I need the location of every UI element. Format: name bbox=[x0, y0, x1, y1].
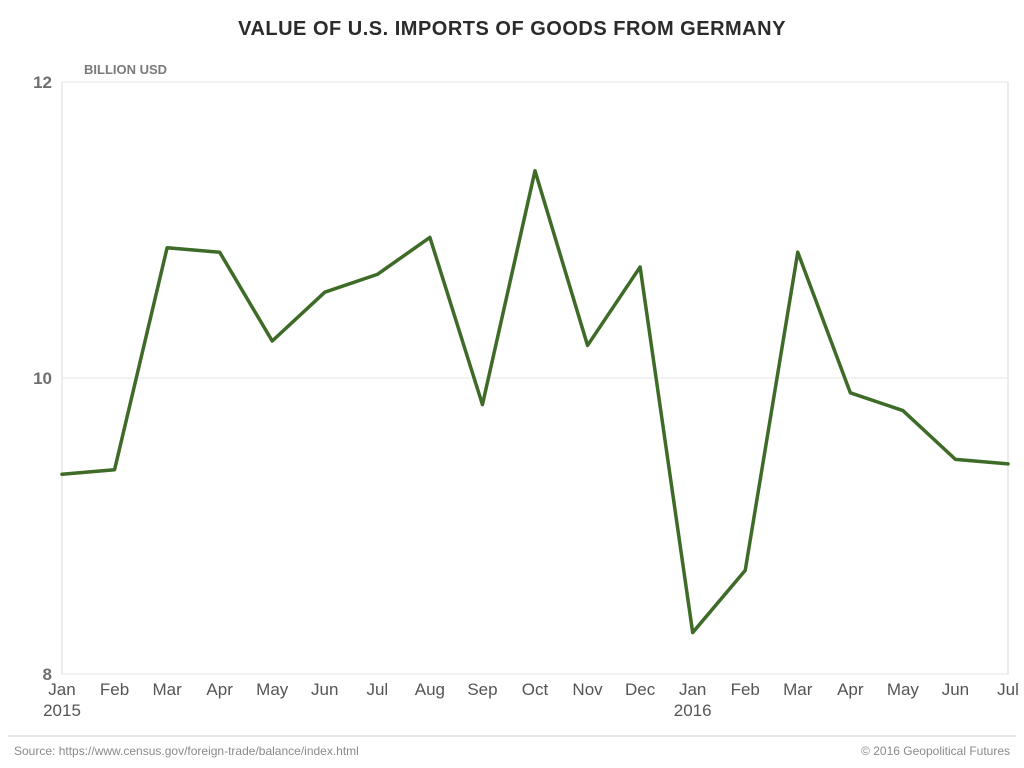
x-axis-tick-label: Sep bbox=[467, 680, 497, 700]
x-axis-tick-label: Mar bbox=[783, 680, 812, 700]
source-text: Source: https://www.census.gov/foreign-t… bbox=[14, 744, 359, 758]
line-chart-svg bbox=[0, 0, 1024, 768]
y-axis-tick-label: 12 bbox=[33, 73, 52, 93]
x-axis-tick-label: Oct bbox=[522, 680, 548, 700]
x-axis-tick-label: Apr bbox=[837, 680, 863, 700]
chart-footer: Source: https://www.census.gov/foreign-t… bbox=[0, 736, 1024, 768]
x-axis-tick-label: Dec bbox=[625, 680, 655, 700]
copyright-text: © 2016 Geopolitical Futures bbox=[861, 744, 1010, 758]
x-axis-tick-label: Jan bbox=[679, 680, 706, 700]
x-axis-tick-label: Mar bbox=[152, 680, 181, 700]
x-axis-tick-label: Jul bbox=[997, 680, 1019, 700]
x-axis-tick-label: Jun bbox=[311, 680, 338, 700]
x-axis-tick-label: Feb bbox=[100, 680, 129, 700]
x-axis-tick-label: Jan bbox=[48, 680, 75, 700]
x-axis-year-label: 2015 bbox=[43, 701, 81, 721]
x-axis-tick-label: Nov bbox=[572, 680, 602, 700]
x-axis-tick-label: Jun bbox=[942, 680, 969, 700]
y-axis-tick-label: 10 bbox=[33, 369, 52, 389]
x-axis-tick-label: Apr bbox=[206, 680, 232, 700]
x-axis-tick-label: Aug bbox=[415, 680, 445, 700]
x-axis-tick-label: May bbox=[887, 680, 919, 700]
x-axis-year-label: 2016 bbox=[674, 701, 712, 721]
x-axis-tick-label: Jul bbox=[366, 680, 388, 700]
chart-container: VALUE OF U.S. IMPORTS OF GOODS FROM GERM… bbox=[0, 0, 1024, 768]
x-axis-tick-label: May bbox=[256, 680, 288, 700]
x-axis-tick-label: Feb bbox=[731, 680, 760, 700]
